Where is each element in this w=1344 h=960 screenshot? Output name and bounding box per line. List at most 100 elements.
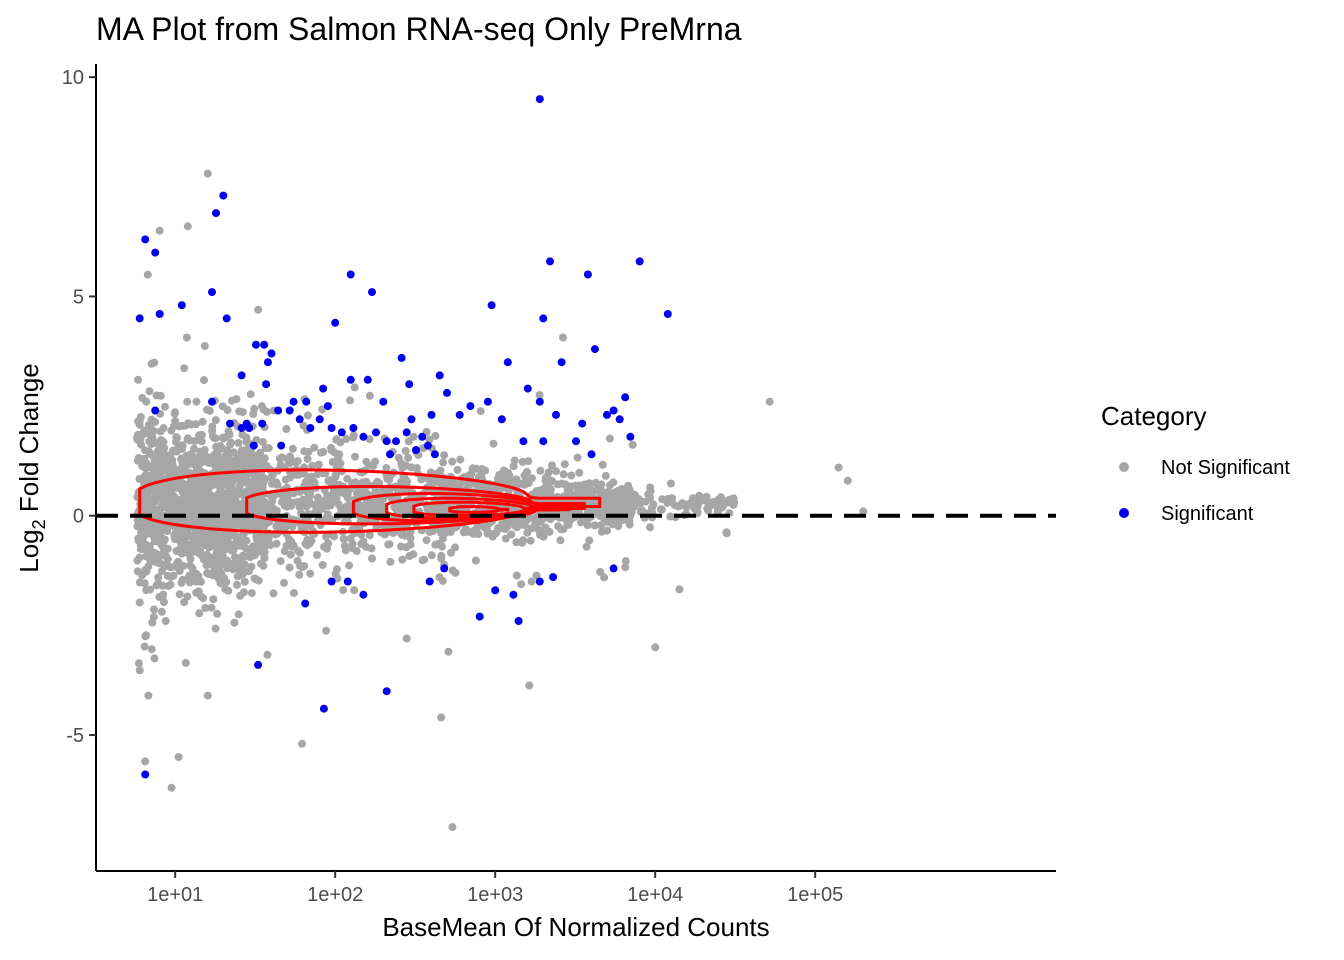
not-significant-point (666, 512, 675, 521)
not-significant-point (197, 437, 206, 446)
not-significant-point (382, 464, 391, 472)
plot-panel (96, 95, 1056, 832)
y-ticks: -5 0 5 10 (62, 67, 96, 747)
not-significant-point (231, 539, 240, 548)
not-significant-point (510, 456, 519, 465)
significant-point (315, 415, 324, 424)
not-significant-point (157, 607, 166, 616)
not-significant-point (340, 504, 349, 513)
not-significant-point (327, 446, 336, 455)
not-significant-point (174, 444, 182, 453)
not-significant-point (180, 364, 189, 373)
not-significant-point (172, 559, 181, 568)
not-significant-point (525, 681, 534, 690)
significant-point (535, 95, 544, 104)
not-significant-point (532, 571, 541, 580)
not-significant-point (520, 521, 529, 530)
not-significant-point (173, 496, 182, 505)
y-tick-label: -5 (66, 725, 84, 747)
significant-points (135, 95, 672, 779)
not-significant-point (229, 565, 238, 574)
significant-point (590, 345, 599, 354)
not-significant-point (262, 461, 271, 470)
not-significant-point (559, 525, 568, 534)
significant-point (331, 318, 340, 327)
not-significant-point (621, 557, 630, 565)
not-significant-point (605, 434, 614, 443)
significant-point (155, 310, 164, 318)
not-significant-point (651, 643, 660, 652)
not-significant-point (148, 432, 156, 441)
not-significant-point (152, 391, 161, 400)
not-significant-point (138, 394, 147, 402)
not-significant-point (147, 645, 156, 654)
not-significant-point (332, 435, 341, 444)
not-significant-point (859, 507, 868, 516)
not-significant-point (563, 518, 572, 527)
not-significant-point (221, 452, 230, 461)
density-contour-4 (385, 496, 561, 520)
significant-point (141, 235, 150, 244)
not-significant-point (175, 590, 184, 599)
not-significant-point (227, 396, 236, 405)
not-significant-point (223, 406, 232, 414)
not-significant-point (232, 461, 241, 470)
not-significant-point (176, 503, 185, 512)
y-axis-title-rest: Fold Change (14, 363, 44, 519)
not-significant-point (275, 454, 284, 463)
not-significant-point (269, 589, 278, 598)
not-significant-point (201, 604, 210, 612)
not-significant-point (418, 556, 427, 565)
significant-point (626, 432, 635, 441)
not-significant-point (224, 427, 233, 436)
not-significant-point (402, 543, 411, 552)
not-significant-point (597, 480, 606, 489)
not-significant-point (249, 410, 258, 418)
not-significant-point (146, 500, 155, 509)
not-significant-point (427, 551, 436, 560)
not-significant-point (471, 556, 480, 565)
not-significant-point (352, 547, 361, 555)
not-significant-point (324, 498, 333, 507)
not-significant-point (349, 431, 358, 440)
not-significant-point (585, 479, 594, 488)
not-significant-point (668, 494, 677, 503)
significant-point (615, 415, 624, 424)
not-significant-point (603, 526, 612, 535)
not-significant-point (158, 453, 167, 462)
not-significant-point (358, 478, 367, 487)
not-significant-point (184, 532, 193, 541)
not-significant-point (301, 477, 310, 486)
not-significant-point (151, 418, 160, 427)
significant-point (262, 380, 271, 389)
not-significant-point (152, 581, 161, 590)
not-significant-point (339, 535, 348, 543)
not-significant-point (172, 437, 180, 446)
not-significant-point (170, 409, 179, 418)
not-significant-point (303, 454, 312, 463)
not-significant-point (624, 498, 633, 507)
significant-point (260, 340, 269, 349)
legend-label-not-significant: Not Significant (1161, 457, 1290, 479)
not-significant-point (283, 502, 292, 511)
not-significant-point (247, 589, 256, 598)
not-significant-point (606, 495, 615, 504)
significant-point (430, 450, 439, 459)
significant-point (491, 586, 500, 595)
not-significant-point (323, 544, 331, 553)
significant-point (141, 770, 150, 779)
not-significant-point (313, 551, 321, 559)
significant-point (327, 424, 336, 432)
not-significant-point (140, 579, 149, 588)
not-significant-point (567, 471, 576, 480)
not-significant-point (470, 526, 479, 535)
not-significant-point (512, 571, 521, 580)
not-significant-point (193, 548, 202, 557)
not-significant-point (305, 499, 314, 508)
significant-point (443, 388, 451, 397)
not-significant-point (560, 460, 569, 469)
significant-point (609, 564, 618, 573)
not-significant-point (259, 507, 268, 516)
not-significant-point (431, 431, 440, 440)
significant-point (289, 397, 298, 406)
